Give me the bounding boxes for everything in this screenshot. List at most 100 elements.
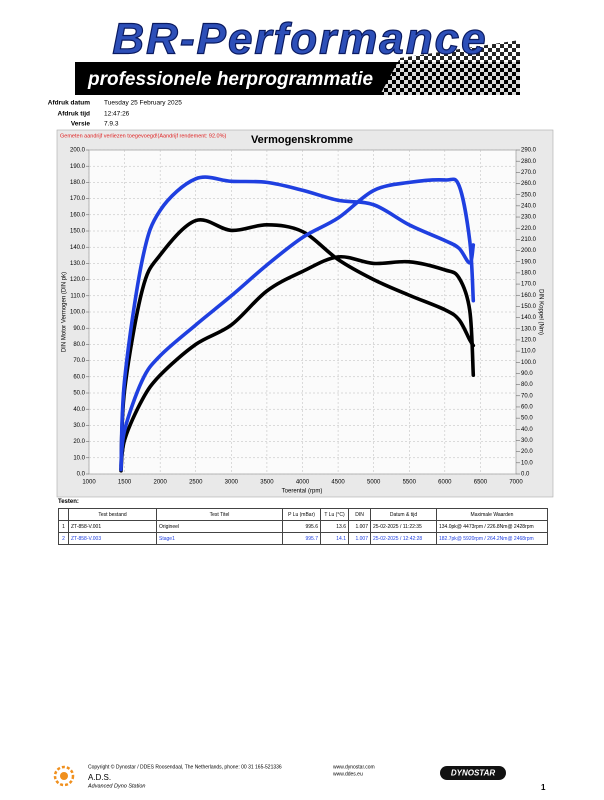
y2-tick-label: 40.0	[521, 427, 533, 433]
y-tick-label: 190.0	[70, 164, 86, 170]
y2-tick-label: 170.0	[521, 282, 537, 288]
x-tick-label: 4500	[331, 480, 345, 486]
page-number: 1	[541, 783, 546, 792]
y-tick-label: 140.0	[70, 245, 86, 251]
column-header: Test Titel	[156, 508, 283, 521]
y-tick-label: 30.0	[73, 423, 85, 429]
y2-tick-label: 130.0	[521, 326, 537, 332]
column-header: Datum & tijd	[370, 508, 437, 521]
ads-logo	[53, 765, 75, 787]
table-cell: 13.6	[320, 520, 349, 533]
curve	[119, 177, 476, 468]
x-tick-label: 4000	[296, 480, 310, 486]
y2-tick-label: 200.0	[521, 248, 537, 254]
y2-tick-label: 280.0	[521, 159, 537, 165]
y-tick-label: 100.0	[70, 310, 86, 316]
table-cell: 1.007	[348, 532, 371, 545]
x-tick-label: 1500	[118, 480, 132, 486]
table-cell: ZT-858-V.001	[68, 520, 157, 533]
y-tick-label: 200.0	[70, 148, 86, 154]
y2-tick-label: 60.0	[521, 405, 533, 411]
table-cell: 25-02-2025 / 11:22:35	[370, 520, 437, 533]
y2-tick-label: 250.0	[521, 192, 537, 198]
y2-tick-label: 120.0	[521, 338, 537, 344]
y2-tick-label: 260.0	[521, 181, 537, 187]
x-tick-label: 2500	[189, 480, 203, 486]
y2-tick-label: 240.0	[521, 203, 537, 209]
annotation: Gemeten aandrijf verliezen toegevoegd!(A…	[60, 133, 226, 139]
x-tick-label: 6000	[438, 480, 452, 486]
table-cell: 1	[58, 520, 69, 533]
y-tick-label: 170.0	[70, 196, 86, 202]
logo: BR-Performance	[112, 15, 487, 64]
y2-axis-label: DIN Koppel (Nm)	[537, 289, 543, 335]
column-header: T Lu (°C)	[320, 508, 349, 521]
chart: 1000 1500 2000 2500 3000 3500 4000 4500 5000 5500…	[70, 148, 537, 486]
y2-tick-label: 140.0	[521, 315, 537, 321]
table-cell: 995.7	[282, 532, 321, 545]
column-header: Test bestand	[68, 508, 157, 521]
info-value: 12:47:26	[104, 111, 130, 118]
info: Afdruk datum Tuesday 25 February 2025 Af…	[48, 100, 182, 128]
y-tick-label: 70.0	[73, 358, 85, 364]
y2-tick-label: 160.0	[521, 293, 537, 299]
brand-logo	[440, 766, 506, 780]
ads-sub: Advanced Dyno Station	[87, 783, 145, 789]
footer: Copyright © Dynostar / DDES Roosendaal, …	[53, 763, 546, 792]
table-cell: Stage1	[156, 532, 283, 545]
table-cell: ZT-858-V.003	[68, 532, 157, 545]
table-cell: 1.007	[348, 520, 371, 533]
tests-table: Test bestand Test Titel P Lu (mBar) T Lu (°…	[58, 508, 548, 545]
table-cell: 14.1	[320, 532, 349, 545]
x-tick-label: 3500	[260, 480, 274, 486]
column-header: Maximale Waarden	[436, 508, 548, 521]
y2-tick-label: 290.0	[521, 148, 537, 154]
y-tick-label: 40.0	[73, 407, 85, 413]
y2-tick-label: 210.0	[521, 237, 537, 243]
table-row: 1 ZT-858-V.001 Origineel 995.6 13.6 1.007 25-0…	[58, 520, 548, 533]
table-cell: 2	[58, 532, 69, 545]
header-row: Test bestand Test Titel P Lu (mBar) T Lu (°…	[58, 508, 548, 521]
checkered-flag	[380, 40, 520, 95]
copyright: Copyright © Dynostar / DDES Roosendaal, …	[88, 763, 282, 770]
ads: A.D.S.	[88, 773, 111, 782]
y2-tick-label: 20.0	[521, 449, 533, 455]
y-tick-label: 20.0	[73, 439, 85, 445]
y-tick-label: 160.0	[70, 212, 86, 218]
y-tick-label: 60.0	[73, 374, 85, 380]
y2-tick-label: 220.0	[521, 226, 537, 232]
link: www.dynostar.com	[333, 764, 375, 770]
x-tick-label: 7000	[509, 480, 523, 486]
chart-title: Vermogenskromme	[251, 134, 353, 146]
x-tick-label: 5500	[403, 480, 417, 486]
y2-tick-label: 100.0	[521, 360, 537, 366]
x-tick-label: 6500	[474, 480, 488, 486]
y-tick-label: 150.0	[70, 229, 86, 235]
y2-tick-label: 190.0	[521, 259, 537, 265]
column-header	[58, 508, 69, 521]
y-tick-label: 10.0	[73, 455, 85, 461]
info-label: Afdruk tijd	[58, 111, 91, 118]
y-tick-label: 130.0	[70, 261, 86, 267]
y-tick-label: 110.0	[70, 293, 85, 299]
y2-tick-label: 230.0	[521, 215, 537, 221]
ads-logo	[60, 772, 68, 780]
table-cell: 25-02-2025 / 12:42:28	[370, 532, 437, 545]
table-cell: 182.7pk@ 5920rpm / 264.2Nm@ 2468rpm	[436, 532, 548, 545]
y-tick-label: 180.0	[70, 180, 86, 186]
y-tick-label: 120.0	[70, 277, 86, 283]
y2-tick-label: 50.0	[521, 416, 533, 422]
y2-tick-label: 30.0	[521, 438, 533, 444]
y2-tick-label: 70.0	[521, 393, 533, 399]
tagline: professionele herprogrammatie	[87, 69, 374, 90]
y2-tick-label: 90.0	[521, 371, 533, 377]
table-cell: Origineel	[156, 520, 283, 533]
x-tick-label: 5000	[367, 480, 381, 486]
y-tick-label: 50.0	[73, 391, 85, 397]
curve	[119, 254, 476, 473]
curve	[119, 175, 476, 472]
column-header: DIN	[348, 508, 371, 521]
y2-tick-label: 110.0	[521, 349, 536, 355]
